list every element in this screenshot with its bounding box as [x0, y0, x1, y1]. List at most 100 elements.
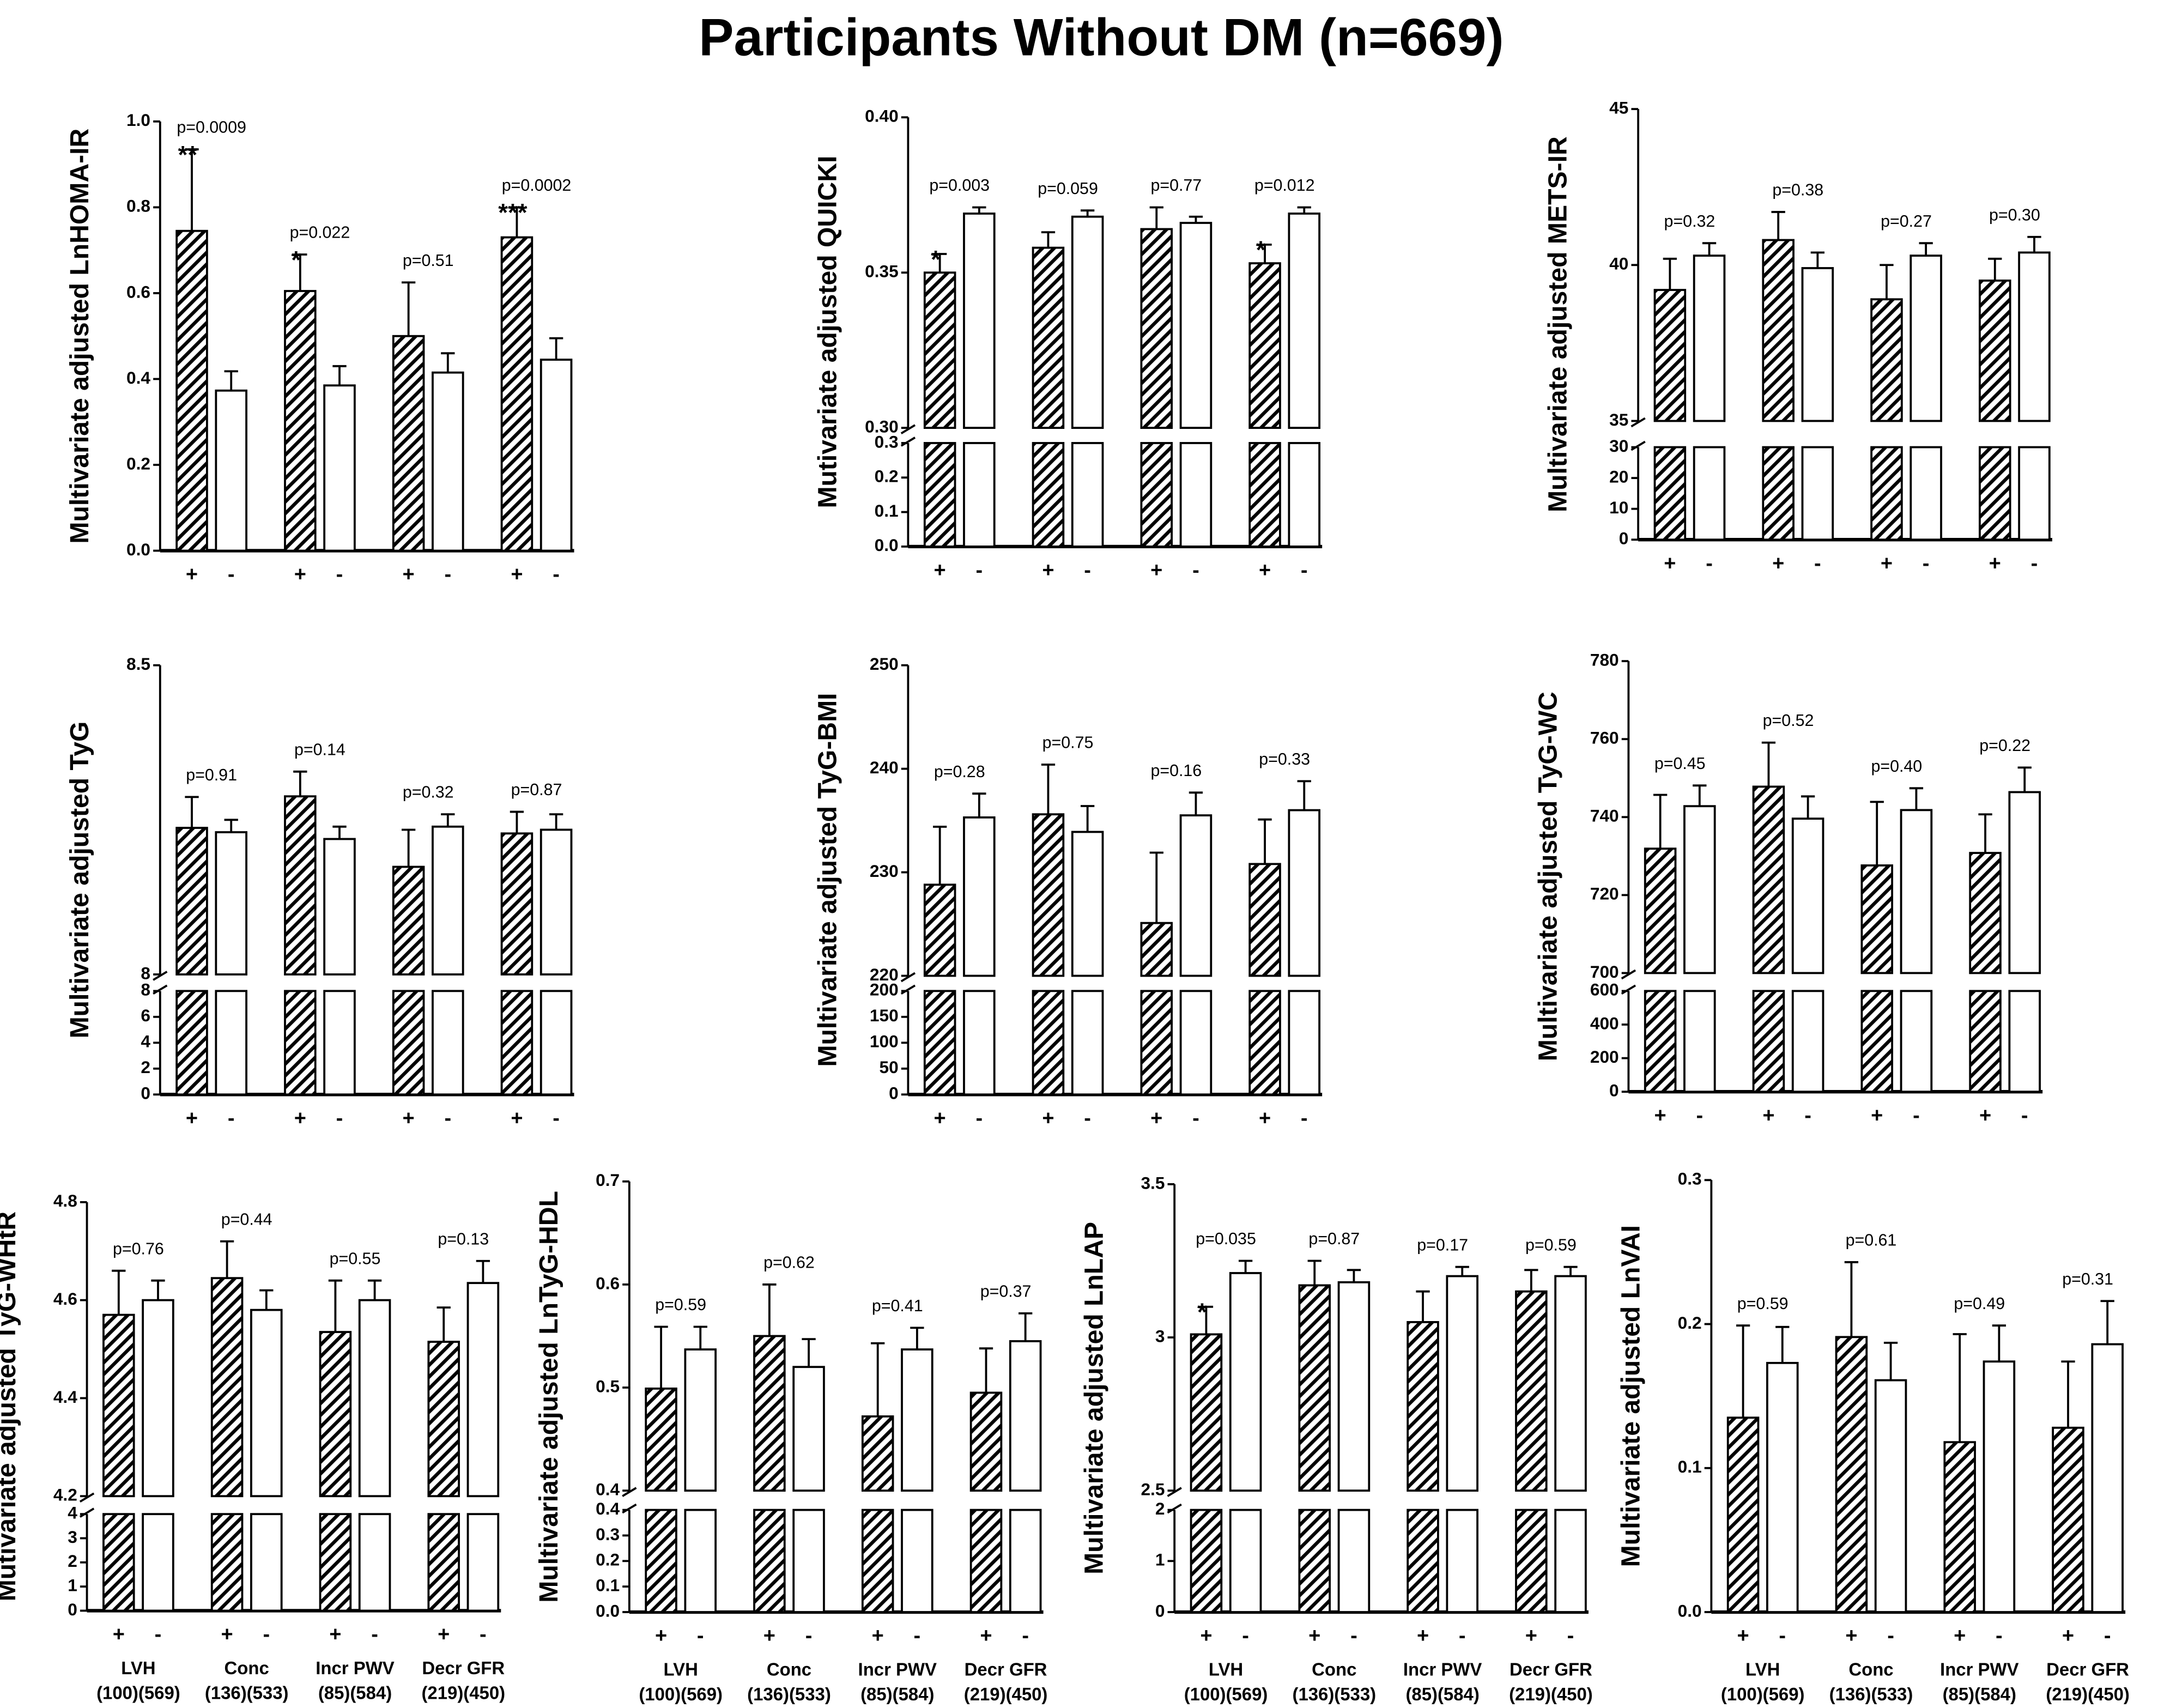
y-tick-label: 4.4	[53, 1387, 77, 1407]
bar-lower-part	[1190, 1509, 1223, 1613]
bar-lower-part	[1791, 990, 1824, 1093]
y-axis-label: Multivariate adjusted METS-IR	[1543, 136, 1572, 512]
bar-lower-part	[1554, 1509, 1587, 1613]
x-tick-label: -	[1814, 552, 1821, 575]
axis-break	[900, 424, 916, 434]
bar-lower-part	[1653, 446, 1687, 541]
x-tick-label: -	[1804, 1104, 1811, 1127]
y-tick-label: 2	[68, 1551, 77, 1571]
x-tick-label: -	[1084, 1107, 1091, 1130]
p-value: p=0.41	[872, 1297, 923, 1315]
bar	[963, 213, 996, 429]
x-tick-label: -	[228, 563, 235, 586]
group-count: (136)(533)	[1292, 1684, 1376, 1704]
bar	[1943, 1441, 1976, 1613]
y-tick-label: 0	[141, 1083, 150, 1103]
group-count: (100)(569)	[1184, 1684, 1268, 1704]
y-tick-label: 10	[1609, 498, 1628, 517]
x-tick-label: +	[1654, 1104, 1666, 1127]
x-tick-label: -	[1887, 1625, 1894, 1648]
bar-lower-part	[1870, 446, 1903, 541]
x-tick-label: -	[228, 1107, 235, 1130]
y-tick-label: 720	[1590, 884, 1619, 904]
bar	[1179, 814, 1213, 977]
p-value: p=0.059	[1038, 179, 1098, 198]
bar-lower-part	[1910, 446, 1942, 541]
y-tick-label: 0.1	[596, 1575, 620, 1595]
bar	[284, 795, 317, 976]
y-tick-label: 100	[870, 1032, 899, 1051]
bar-lower-part	[963, 990, 996, 1096]
bar-lower-part	[427, 1513, 460, 1612]
x-tick-label: -	[1459, 1625, 1466, 1648]
bar-lower-part	[1683, 990, 1716, 1093]
group-label: Conc	[225, 1658, 269, 1678]
bar	[1229, 1272, 1262, 1492]
y-tick-label: 760	[1590, 728, 1619, 748]
y-tick-label: 250	[870, 654, 899, 674]
bar	[175, 827, 208, 976]
bar	[427, 1341, 460, 1498]
bar	[215, 831, 247, 976]
group-count: (136)(533)	[747, 1684, 831, 1704]
p-value: p=0.91	[186, 766, 237, 784]
bar	[1653, 289, 1687, 422]
bar	[392, 335, 425, 552]
x-tick-label: -	[553, 563, 560, 586]
bar	[1446, 1275, 1478, 1492]
y-tick-label: 0.2	[875, 467, 899, 486]
x-tick-label: -	[1696, 1104, 1703, 1127]
bar	[1762, 239, 1795, 422]
axis-break	[1167, 1503, 1182, 1514]
bar	[1874, 1379, 1907, 1613]
bar-lower-part	[1644, 990, 1677, 1093]
bar-lower-part	[923, 442, 956, 548]
group-label: LVH	[1745, 1659, 1780, 1679]
x-tick-label: -	[1923, 552, 1930, 575]
y-tick-label: 0.6	[126, 282, 150, 301]
significance-star: *	[931, 245, 941, 273]
y-axis-label: Multivariate adjusted TyG-BMI	[813, 693, 842, 1067]
group-label: Incr PWV	[1940, 1659, 2018, 1679]
bar-lower-part	[319, 1513, 352, 1612]
x-tick-label: -	[697, 1625, 704, 1648]
x-tick-label: -	[336, 563, 343, 586]
p-value: p=0.59	[1737, 1294, 1789, 1313]
bar	[175, 229, 208, 552]
x-tick-label: -	[263, 1623, 270, 1646]
y-tick-label: 20	[1609, 467, 1628, 486]
group-count: (219)(450)	[964, 1684, 1048, 1704]
bar	[1032, 813, 1065, 977]
x-tick-label: +	[294, 1107, 306, 1130]
group-label: Incr PWV	[316, 1658, 394, 1678]
y-tick-label: 4	[141, 1032, 150, 1051]
x-tick-label: +	[934, 559, 946, 582]
p-value: p=0.13	[438, 1229, 489, 1248]
x-tick-label: -	[2031, 552, 2038, 575]
p-value: p=0.012	[1254, 176, 1315, 195]
bar	[500, 236, 534, 552]
bar	[102, 1313, 135, 1498]
bar	[1900, 809, 1933, 974]
group-count: (136)(533)	[1829, 1684, 1913, 1704]
x-tick-label: -	[553, 1107, 560, 1130]
bar-lower-part	[969, 1509, 1003, 1613]
y-tick-label: 0.3	[1678, 1169, 1702, 1189]
bar-lower-part	[1900, 990, 1933, 1093]
bar-lower-part	[175, 990, 208, 1096]
x-tick-label: +	[329, 1623, 341, 1646]
group-label: LVH	[1209, 1659, 1243, 1679]
bar-lower-part	[1248, 990, 1281, 1096]
y-tick-label: 740	[1590, 806, 1619, 826]
bar	[753, 1335, 786, 1492]
y-axis-label: Multivariate adjusted TyG	[65, 722, 94, 1039]
y-tick-label: 4	[68, 1503, 77, 1523]
x-tick-label: +	[511, 563, 523, 586]
x-tick-label: -	[1192, 559, 1199, 582]
y-tick-label: 0	[889, 1083, 899, 1103]
y-tick-label: 400	[1590, 1013, 1619, 1033]
group-label: Conc	[767, 1659, 811, 1679]
bar-lower-part	[1762, 446, 1795, 541]
x-tick-label: +	[1954, 1625, 1966, 1648]
